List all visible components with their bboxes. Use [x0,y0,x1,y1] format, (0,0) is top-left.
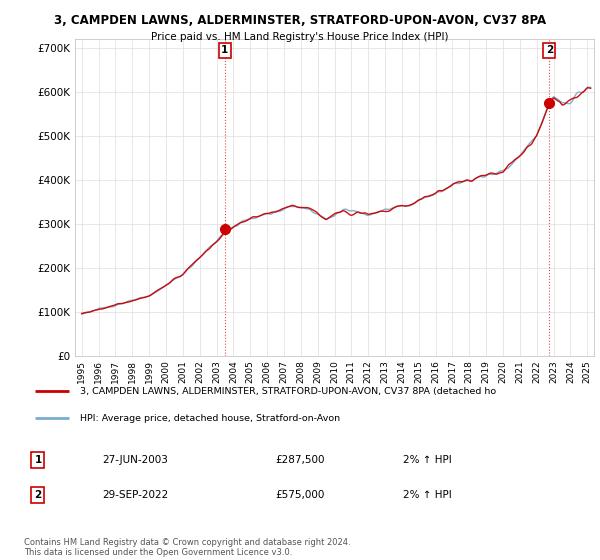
Text: HPI: Average price, detached house, Stratford-on-Avon: HPI: Average price, detached house, Stra… [80,414,340,423]
Text: 1: 1 [221,45,229,55]
Text: 2: 2 [34,490,41,500]
Text: 2% ↑ HPI: 2% ↑ HPI [403,455,452,465]
Text: 2: 2 [545,45,553,55]
Text: 2% ↑ HPI: 2% ↑ HPI [403,490,452,500]
Text: 27-JUN-2003: 27-JUN-2003 [102,455,168,465]
Text: Contains HM Land Registry data © Crown copyright and database right 2024.
This d: Contains HM Land Registry data © Crown c… [24,538,350,557]
Text: 29-SEP-2022: 29-SEP-2022 [102,490,169,500]
Text: Price paid vs. HM Land Registry's House Price Index (HPI): Price paid vs. HM Land Registry's House … [151,32,449,43]
Text: 1: 1 [34,455,41,465]
Text: £575,000: £575,000 [275,490,325,500]
Text: 3, CAMPDEN LAWNS, ALDERMINSTER, STRATFORD-UPON-AVON, CV37 8PA: 3, CAMPDEN LAWNS, ALDERMINSTER, STRATFOR… [54,14,546,27]
Text: £287,500: £287,500 [275,455,325,465]
Text: 3, CAMPDEN LAWNS, ALDERMINSTER, STRATFORD-UPON-AVON, CV37 8PA (detached ho: 3, CAMPDEN LAWNS, ALDERMINSTER, STRATFOR… [80,386,496,395]
